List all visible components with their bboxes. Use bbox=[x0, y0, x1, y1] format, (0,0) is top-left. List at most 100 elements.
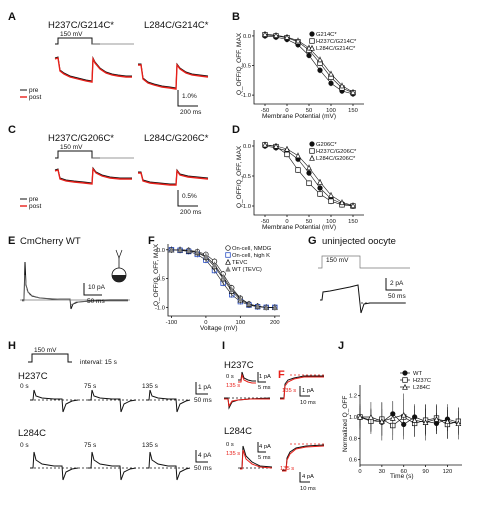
panel-c-scale-y: 0.5% bbox=[182, 193, 197, 200]
panel-j-point-2-6 bbox=[422, 419, 429, 425]
panel-i-top-t1: 135 s bbox=[226, 383, 240, 389]
panel-f-ylabel: Q_OFF/Q_OFF, MAX bbox=[153, 243, 160, 306]
panel-j-point-2-8 bbox=[444, 418, 451, 424]
panel-j-point-2-2 bbox=[378, 418, 385, 424]
panel-e-trace bbox=[22, 261, 128, 310]
panel-f-point-3-8 bbox=[237, 295, 244, 302]
panel-d-point-2-2 bbox=[284, 145, 290, 152]
panel-d-ytick-label-2: -1.0 bbox=[241, 204, 251, 210]
panel-d-point-1-2 bbox=[284, 151, 290, 158]
panel-i-top-trace-b bbox=[224, 398, 270, 408]
panel-j-point-2-5 bbox=[411, 417, 418, 423]
panel-d-ylabel: Q_OFF/Q_OFF, MAX bbox=[236, 145, 243, 208]
panel-j-legend-marker-0 bbox=[402, 370, 408, 376]
panel-f-ytick-label-2: -1.0 bbox=[155, 305, 165, 311]
panel-j-xtick-label-0: 0 bbox=[358, 469, 361, 475]
panel-h-top-scale-bar bbox=[195, 382, 208, 395]
panel-h-top-scale-y: 1 pA bbox=[198, 384, 212, 391]
panel-h-top-trace-2 bbox=[146, 389, 191, 413]
panel-h: H 150 mV interval: 15 s H237C 0 s 75 s 1… bbox=[8, 340, 212, 481]
panel-b-legend-marker-2 bbox=[309, 44, 315, 51]
panel-j-letter: J bbox=[338, 340, 344, 352]
panel-b-point-0-6 bbox=[328, 80, 334, 86]
panel-j-ytick-label-2: 1.0 bbox=[349, 415, 357, 421]
panel-h-bottom-trace-2 bbox=[146, 451, 191, 481]
panel-f-point-3-11 bbox=[263, 304, 269, 310]
panel-i-bottom-right-trace-red bbox=[282, 445, 325, 472]
panel-b-legend-marker-0 bbox=[309, 31, 315, 37]
panel-b-point-0-5 bbox=[317, 67, 323, 73]
panel-i-bottom-t0: 0 s bbox=[226, 442, 234, 448]
panel-d-point-2-6 bbox=[328, 192, 334, 198]
panel-f-legend-marker-0 bbox=[225, 245, 231, 251]
panel-f-ytick-label-1: -0.5 bbox=[155, 277, 165, 283]
panel-f-xtick-label-1: 0 bbox=[204, 320, 207, 326]
panel-j-point-2-9 bbox=[455, 420, 462, 427]
panel-b-ytick-label-0: 0.0 bbox=[243, 34, 251, 40]
panel-b-legend-label-1: H237C/G214C* bbox=[316, 39, 357, 45]
panel-a: A H237C/G214C* L284C/G214C* 150 mV pre p… bbox=[8, 11, 209, 116]
panel-h-bottom-time-1: 75 s bbox=[84, 442, 97, 449]
panel-b-legend-label-0: G214C* bbox=[316, 32, 337, 38]
panel-j-series-line-0 bbox=[359, 413, 459, 425]
panel-h-bottom-time-0: 0 s bbox=[20, 442, 29, 449]
panel-d-xtick-label-4: 150 bbox=[348, 219, 358, 225]
panel-f-legend-label-2: TEVC bbox=[232, 260, 247, 266]
panel-i-marker: F bbox=[278, 369, 285, 381]
panel-d-letter: D bbox=[232, 124, 240, 136]
panel-c-legend-post: post bbox=[29, 203, 41, 210]
panel-h-bottom-time-2: 135 s bbox=[142, 442, 159, 449]
panel-b-ytick-label-1: -0.5 bbox=[241, 64, 251, 70]
panel-j-xtick-label-4: 120 bbox=[443, 469, 453, 475]
panel-b-legend-marker-1 bbox=[309, 38, 315, 44]
panel-d-ytick-label-0: 0.0 bbox=[243, 144, 251, 150]
panel-a-scale-y: 1.0% bbox=[182, 93, 197, 100]
panel-h-top-trace-0 bbox=[30, 389, 79, 413]
panel-b-chart: -50 0 50 100 150 0.0 -0.5 -1.0 G214C*H237C/G214C… bbox=[241, 30, 364, 114]
panel-d-point-2-3 bbox=[295, 152, 301, 159]
panel-d: D -50 0 50 100 150 0.0 -0.5 -1.0 G206C*H237C/G20… bbox=[232, 124, 364, 231]
panel-b-ytick-label-2: -1.0 bbox=[241, 93, 251, 99]
panel-h-bottom-scale-x: 50 ms bbox=[194, 465, 212, 472]
panel-h-top-scale-x: 50 ms bbox=[194, 397, 212, 404]
panel-d-legend-marker-2 bbox=[309, 154, 315, 161]
panel-b-xtick-label-4: 150 bbox=[348, 108, 358, 114]
panel-i-top-right-trace-red bbox=[280, 376, 324, 400]
panel-f-legend-label-1: On-cell, high K bbox=[232, 253, 270, 259]
panel-d-legend-label-1: H237C/G206C* bbox=[316, 149, 357, 155]
panel-a-legend-post: post bbox=[29, 94, 41, 101]
panel-i-bottom-title: L284C bbox=[224, 426, 252, 437]
panel-f: F -100 0 100 200 0.0 -0.5 -1.0 On-cell, NMDGOn-… bbox=[148, 235, 280, 332]
panel-b-point-2-2 bbox=[284, 34, 290, 40]
panel-b-xlabel: Membrane Potential (mV) bbox=[262, 113, 336, 120]
panel-h-letter: H bbox=[8, 340, 16, 352]
panel-f-letter: F bbox=[148, 235, 155, 247]
panel-j-point-2-3 bbox=[389, 414, 396, 421]
panel-g: G uninjected oocyte 150 mV 2 pA 50 ms bbox=[308, 235, 410, 314]
panel-i-top-right-t1: 135 s bbox=[282, 388, 296, 394]
panel-i-letter: I bbox=[222, 340, 225, 352]
panel-a-letter: A bbox=[8, 11, 16, 23]
panel-b-point-2-8 bbox=[350, 89, 356, 95]
panel-c-scale-bar bbox=[177, 190, 198, 207]
panel-a-right-post-trace bbox=[138, 63, 209, 90]
panel-c: C H237C/G206C* L284C/G206C* 150 mV pre p… bbox=[8, 124, 209, 216]
panel-h-bottom-title: L284C bbox=[18, 428, 46, 439]
panel-d-legend-marker-1 bbox=[309, 148, 315, 154]
panel-j-xtick-label-1: 30 bbox=[379, 469, 385, 475]
panel-i-scale-d-x: 10 ms bbox=[300, 486, 316, 492]
panel-b-xtick-label-0: -50 bbox=[261, 108, 269, 114]
panel-b-point-2-6 bbox=[328, 70, 334, 77]
panel-j-point-2-4 bbox=[400, 411, 407, 418]
panel-e-letter: E bbox=[8, 235, 15, 247]
panel-e-trace-gray bbox=[22, 274, 128, 306]
panel-h-top-title: H237C bbox=[18, 371, 48, 382]
panel-b-point-2-5 bbox=[317, 56, 323, 63]
panel-f-xtick-label-0: -100 bbox=[166, 320, 178, 326]
panel-j-ytick-label-3: 1.2 bbox=[349, 394, 357, 400]
panel-e-title: CmCherry WT bbox=[20, 236, 81, 247]
panel-c-stim-label: 150 mV bbox=[60, 144, 83, 151]
panel-a-scale-x: 200 ms bbox=[180, 109, 202, 116]
